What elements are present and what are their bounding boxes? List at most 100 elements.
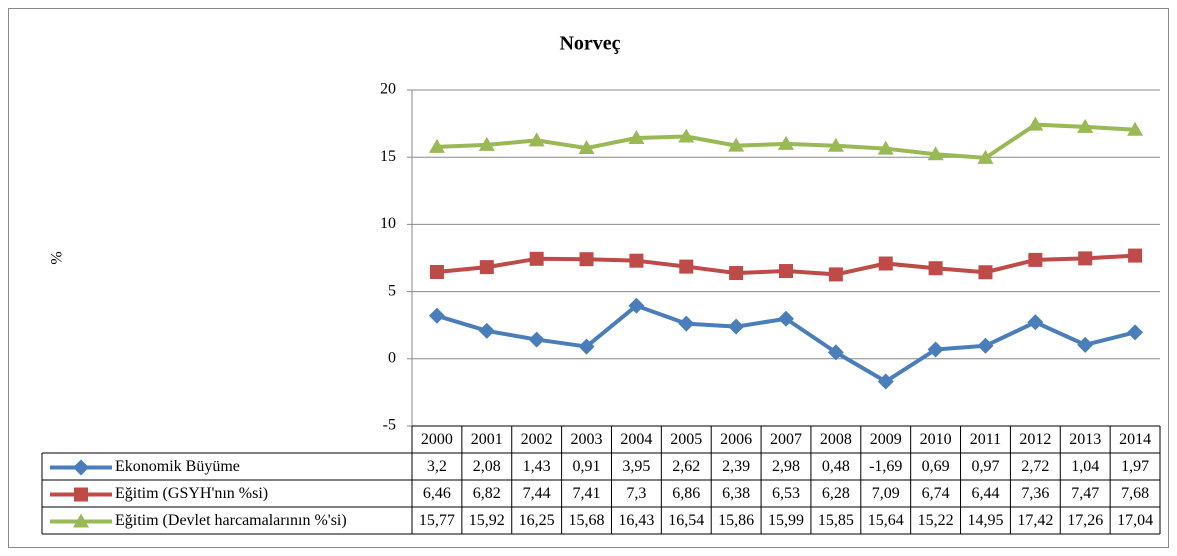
data-point: [779, 264, 793, 279]
y-tick-label: 15: [380, 148, 396, 165]
table-value: 17,26: [1067, 512, 1103, 529]
table-value: 2,08: [473, 458, 501, 475]
data-point: [928, 261, 943, 276]
data-point: [479, 260, 494, 275]
x-tick-label: 2000: [421, 431, 453, 448]
data-point: [529, 251, 544, 266]
data-point: [1077, 336, 1094, 353]
data-point: [728, 137, 745, 152]
x-tick-label: 2002: [521, 431, 553, 448]
data-point: [729, 266, 744, 281]
table-value: 1,97: [1121, 458, 1149, 475]
table-value: 7,44: [523, 485, 551, 502]
data-point: [478, 136, 495, 151]
table-value: 2,62: [672, 458, 700, 475]
table-value: 7,09: [872, 485, 900, 502]
x-tick-label: 2007: [770, 431, 802, 448]
data-point: [579, 252, 594, 267]
x-tick-label: 2012: [1019, 431, 1051, 448]
table-value: 3,95: [622, 458, 650, 475]
data-point: [778, 310, 794, 327]
table-value: 1,43: [523, 458, 551, 475]
data-point: [578, 338, 595, 355]
data-point: [528, 331, 545, 348]
table-value: 2,98: [772, 458, 800, 475]
data-point: [827, 137, 844, 152]
legend-label: Eğitim (Devlet harcamalarının %'si): [115, 512, 347, 529]
table-value: 15,86: [718, 512, 754, 529]
table-value: 0,48: [822, 458, 850, 475]
legend-label: Ekonomik Büyüme: [115, 458, 240, 475]
x-tick-label: 2005: [670, 431, 702, 448]
y-tick-label: 10: [380, 215, 396, 232]
data-point: [578, 140, 595, 155]
data-point: [1027, 116, 1044, 131]
table-value: -1,69: [869, 458, 902, 475]
data-point: [977, 149, 994, 164]
x-tick-label: 2014: [1119, 431, 1151, 448]
table-value: 6,46: [423, 485, 451, 502]
data-point: [678, 315, 695, 332]
table-value: 0,91: [573, 458, 601, 475]
y-tick-label: 20: [380, 81, 396, 98]
data-point: [728, 318, 745, 335]
data-point: [528, 132, 545, 147]
table-value: 2,39: [722, 458, 750, 475]
table-value: 7,3: [626, 485, 646, 502]
data-point: [428, 307, 445, 324]
table-value: 16,43: [618, 512, 654, 529]
table-value: 16,54: [668, 512, 704, 529]
table-value: 2,72: [1021, 458, 1049, 475]
table-value: 15,77: [419, 512, 455, 529]
data-point: [1077, 118, 1094, 133]
table-value: 15,92: [469, 512, 505, 529]
data-point: [628, 129, 645, 144]
x-tick-label: 2008: [820, 431, 852, 448]
legend-label: Eğitim (GSYH'nın %si): [115, 485, 268, 502]
table-value: 3,2: [427, 458, 447, 475]
data-point: [1028, 252, 1043, 267]
table-value: 7,41: [573, 485, 601, 502]
table-value: 15,64: [868, 512, 904, 529]
y-axis-label: %: [49, 251, 66, 264]
data-point: [977, 337, 994, 354]
data-point: [827, 344, 844, 361]
data-point: [678, 128, 695, 143]
data-point: [828, 267, 843, 282]
data-point: [629, 253, 644, 268]
legend-marker: [74, 487, 88, 502]
data-point: [1127, 121, 1144, 136]
table-value: 17,04: [1117, 512, 1153, 529]
x-tick-label: 2003: [571, 431, 603, 448]
data-point: [679, 259, 694, 274]
x-tick-label: 2004: [620, 431, 652, 448]
y-tick-label: 0: [388, 349, 396, 366]
chart-title: Norveç: [559, 33, 620, 55]
table-value: 1,04: [1071, 458, 1099, 475]
data-point: [428, 138, 445, 153]
table-value: 15,85: [818, 512, 854, 529]
data-point: [877, 140, 894, 155]
table-value: 6,82: [473, 485, 501, 502]
chart-border: [8, 8, 1169, 548]
table-value: 6,38: [722, 485, 750, 502]
data-point: [1078, 251, 1093, 266]
x-tick-label: 2009: [870, 431, 902, 448]
data-point: [1027, 314, 1044, 331]
data-point: [927, 341, 944, 358]
data-point: [878, 256, 893, 271]
data-point: [628, 297, 645, 314]
x-tick-label: 2001: [471, 431, 503, 448]
table-value: 14,95: [967, 512, 1003, 529]
table-value: 6,74: [922, 485, 950, 502]
x-tick-label: 2006: [720, 431, 752, 448]
table-value: 7,47: [1071, 485, 1099, 502]
table-value: 15,99: [768, 512, 804, 529]
data-point: [778, 135, 794, 150]
y-tick-label: 5: [388, 282, 396, 299]
table-value: 16,25: [519, 512, 555, 529]
table-value: 6,53: [772, 485, 800, 502]
data-point: [877, 373, 894, 390]
y-tick-label: -5: [383, 417, 396, 434]
